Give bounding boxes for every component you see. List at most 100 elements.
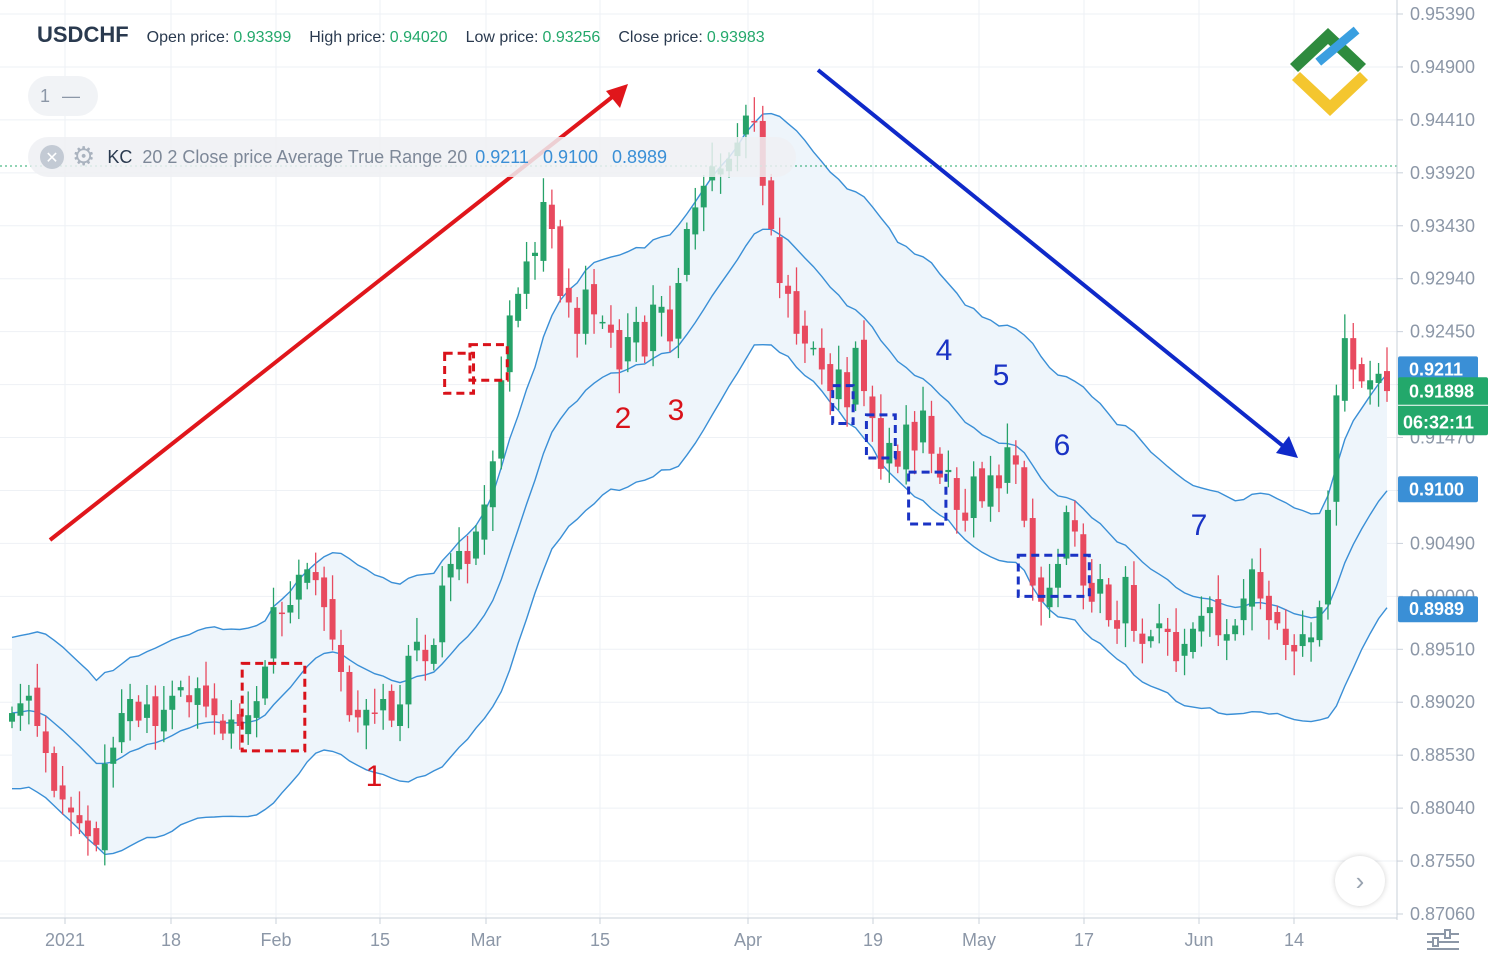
downtrend-arrowhead	[1276, 436, 1298, 458]
candle-body	[346, 671, 353, 716]
low-price-value: 0.93256	[542, 29, 601, 46]
candle-body	[1232, 625, 1239, 635]
price-tick-label: 0.94410	[1410, 110, 1475, 130]
sliders-icon[interactable]	[1425, 928, 1461, 952]
candle-body	[228, 719, 235, 734]
candle-body	[692, 207, 699, 235]
candle-body	[591, 284, 598, 315]
price-tick-label: 0.93920	[1410, 163, 1475, 183]
candle-body	[785, 285, 792, 294]
candle-body	[380, 698, 387, 711]
candle-body	[1071, 520, 1078, 532]
candle-body	[532, 252, 539, 257]
candle-body	[1324, 509, 1331, 605]
candle-body	[127, 698, 134, 722]
candle-body	[447, 563, 454, 578]
candle-body	[818, 347, 825, 370]
annotation-boxes	[240, 343, 1091, 753]
candle-body	[1055, 563, 1062, 588]
annotation-label-7: 7	[1191, 509, 1208, 542]
candle-body	[456, 550, 463, 570]
open-price-value: 0.93399	[233, 29, 292, 46]
candle-body	[886, 442, 893, 464]
low-price-label: Low price:	[465, 29, 539, 46]
candle-body	[852, 347, 859, 405]
candle-body	[430, 644, 437, 664]
candle-body	[953, 478, 960, 510]
candle-body	[810, 347, 817, 350]
badge-upper: 0.9211	[1409, 359, 1463, 379]
candle-body	[987, 475, 994, 507]
candle-body	[1367, 380, 1374, 390]
candle-body	[616, 330, 623, 370]
candle-body	[253, 701, 260, 718]
keltner-channel	[11, 112, 1388, 856]
downtrend-arrow	[816, 68, 1285, 448]
annotation-box-1	[240, 661, 307, 753]
candle-body	[1173, 632, 1180, 662]
annotation-label-5: 5	[993, 359, 1010, 392]
minus-icon[interactable]: —	[62, 85, 81, 106]
pane-pill[interactable]: 1 —	[28, 76, 98, 116]
badge-lower: 0.8989	[1409, 599, 1464, 619]
annotation-label-1: 1	[366, 760, 383, 793]
indicator-upper-value: 0.9211	[475, 146, 529, 167]
candle-body	[42, 731, 49, 754]
close-price-value: 0.93983	[706, 29, 765, 46]
annotation-box-3	[468, 343, 509, 382]
candle-body	[59, 785, 66, 800]
time-tick-label: Mar	[471, 930, 502, 950]
annotation-box-7	[1016, 553, 1091, 598]
candle-body	[1004, 447, 1011, 483]
candle-body	[270, 607, 277, 659]
candle-body	[970, 476, 977, 519]
candle-body	[700, 185, 707, 208]
candle-body	[9, 713, 15, 722]
candle-body	[793, 291, 800, 334]
candle-body	[1299, 634, 1306, 647]
candle-body	[397, 704, 404, 727]
candle-body	[219, 720, 226, 734]
price-tick-label: 0.90490	[1410, 533, 1475, 553]
annotation-box-5	[864, 413, 897, 460]
candle-body	[1308, 637, 1315, 643]
candle-body	[1249, 569, 1256, 607]
candle-body	[1038, 577, 1045, 602]
scroll-right-button[interactable]: ›	[1335, 856, 1385, 906]
high-price-label: High price:	[309, 29, 386, 46]
badge-current-bg	[1398, 377, 1488, 436]
candle-body	[1080, 534, 1087, 586]
candle-body	[624, 337, 631, 362]
time-tick-label: 2021	[45, 930, 85, 950]
price-tick-label: 0.88040	[1410, 798, 1475, 818]
time-tick-label: 15	[590, 930, 610, 950]
candle-body	[1097, 579, 1104, 594]
candle-body	[506, 315, 513, 373]
indicator-middle-value: 0.9100	[542, 146, 598, 167]
close-icon[interactable]: ✕	[40, 145, 64, 169]
candle-body	[236, 714, 243, 727]
candle-body	[920, 410, 927, 443]
price-tick-label: 0.93430	[1410, 216, 1475, 236]
candle-body	[540, 201, 547, 261]
price-axis-badges: 0.9211 0.9100 0.8989 0.91898 06:32:11	[1398, 356, 1488, 623]
candle-body	[84, 820, 91, 837]
candle-body	[498, 380, 505, 459]
high-price-value: 0.94020	[389, 29, 448, 46]
gear-icon[interactable]: ⚙	[72, 142, 96, 172]
candle-body	[312, 572, 319, 581]
candle-body	[945, 469, 952, 473]
candle-body	[751, 120, 758, 123]
candle-body	[1384, 371, 1390, 392]
candle-body	[464, 550, 471, 564]
candle-body	[515, 293, 522, 321]
candle-body	[675, 283, 682, 339]
candle-body	[211, 698, 218, 716]
candle-body	[481, 504, 488, 540]
candle-body	[1358, 364, 1365, 382]
candle-body	[1181, 643, 1188, 656]
candle-body	[1316, 607, 1323, 641]
candle-body	[1122, 576, 1129, 624]
candle-body	[489, 461, 496, 508]
